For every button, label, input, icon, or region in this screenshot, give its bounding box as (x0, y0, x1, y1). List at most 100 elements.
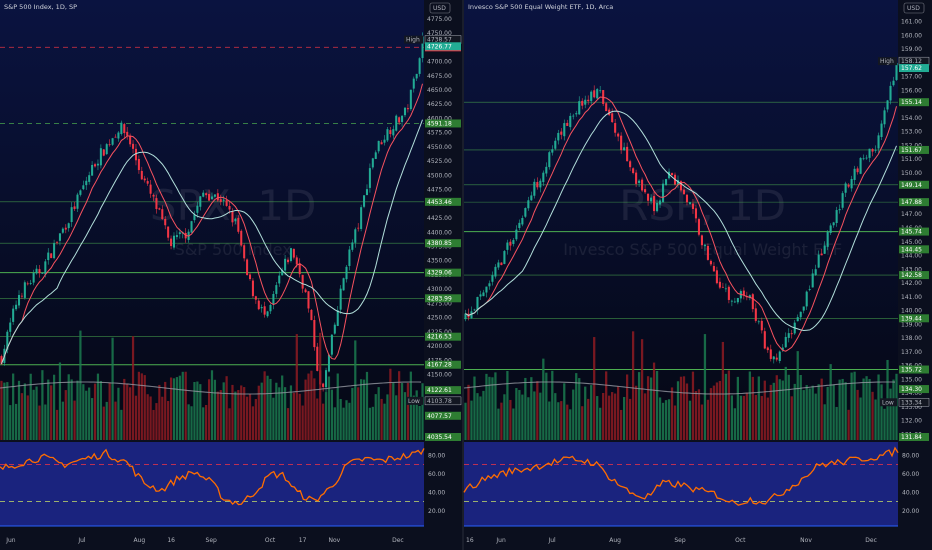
volume-bar (640, 339, 644, 440)
panel-rsp: Invesco S&P 500 Equal Weight ETF, 1D, Ar… (463, 0, 932, 550)
price-tick-label: 151.00 (901, 156, 922, 163)
price-level-label: 4591.18 (427, 120, 452, 127)
price-level-label: 151.67 (901, 147, 922, 154)
volume-bar (377, 387, 380, 440)
candle-body (847, 184, 850, 187)
volume-bar (569, 409, 572, 440)
volume-bar (754, 394, 757, 440)
candle-body (614, 123, 617, 133)
candle-body (401, 115, 404, 123)
candle-body (301, 274, 304, 289)
candle-body (105, 144, 108, 155)
ma-fast-line (1, 83, 423, 364)
volume-bar (99, 381, 102, 440)
candle-body (805, 291, 808, 307)
volume-bar (838, 379, 841, 440)
candle-body (560, 131, 563, 135)
volume-bar (841, 378, 844, 440)
time-tick-label: Nov (328, 537, 340, 544)
volume-ma-line (0, 381, 422, 395)
candle-body (518, 222, 521, 228)
volume-bar (47, 379, 50, 440)
volume-bar (602, 392, 605, 440)
candle-body (685, 194, 689, 203)
volume-bar (655, 370, 659, 440)
volume-bar (313, 378, 316, 440)
candle-body (712, 265, 715, 272)
time-tick-label: Aug (133, 537, 145, 544)
price-level-label: 135.72 (901, 367, 922, 374)
candle-body (199, 196, 202, 207)
volume-bar (146, 394, 149, 440)
candle-body (143, 178, 146, 181)
candle-body (611, 113, 614, 123)
candle-body (886, 100, 889, 110)
candle-body (20, 295, 23, 297)
time-tick-label: Sep (674, 537, 686, 544)
price-tick-label: 161.00 (901, 19, 922, 26)
volume-bar (409, 371, 412, 440)
candle-body (811, 273, 814, 288)
volume-bar (751, 376, 754, 440)
candle-body (82, 185, 85, 190)
volume-bar (202, 407, 205, 440)
candle-body (706, 245, 709, 260)
volume-bar (730, 395, 734, 440)
volume-bar (895, 373, 898, 440)
volume-bar (175, 377, 179, 440)
candle-body (292, 248, 295, 258)
time-tick-label: 17 (299, 537, 307, 544)
candle-body (629, 161, 632, 168)
price-tick-label: 142.00 (901, 280, 922, 287)
volume-bar (673, 405, 677, 440)
volume-ma-line (463, 381, 896, 395)
candle-body (563, 123, 566, 137)
candle-body (298, 263, 301, 275)
candle-body (421, 36, 424, 58)
volume-bar (832, 384, 835, 440)
candle-body (38, 269, 41, 274)
price-tick-label: 160.00 (901, 32, 922, 39)
candle-body (339, 288, 342, 310)
time-tick-label: Aug (609, 537, 621, 544)
price-level-tag (425, 239, 461, 248)
candle-body (325, 370, 328, 388)
volume-bar (374, 394, 377, 440)
candle-body (667, 171, 671, 179)
candle-body (304, 289, 307, 293)
candle-body (205, 193, 208, 196)
candle-body (155, 198, 158, 210)
volume-bar (339, 398, 342, 440)
candle-body (838, 209, 841, 211)
candle-body (724, 288, 727, 290)
candle-body (796, 317, 799, 322)
candle-body (35, 268, 38, 274)
volume-bar (322, 403, 325, 440)
price-tick-label: 156.00 (901, 87, 922, 94)
volume-bar (29, 373, 32, 440)
volume-bar (727, 370, 731, 440)
candle-body (23, 282, 26, 298)
watermark-name: Invesco S&P 500 Equal Weight ETF (563, 240, 842, 259)
candle-body (243, 245, 246, 259)
candle-body (497, 262, 500, 268)
volume-bar (772, 382, 775, 440)
candle-body (219, 199, 222, 202)
volume-bar (706, 399, 710, 440)
candle-body (237, 217, 240, 232)
currency-box (429, 2, 451, 14)
price-level-tag (899, 385, 929, 394)
volume-bar (263, 371, 266, 440)
volume-bar (102, 406, 105, 440)
candle-body (554, 140, 557, 149)
candle-body (120, 122, 123, 134)
price-tick-label: 4600.00 (427, 115, 452, 122)
candle-body (871, 149, 874, 152)
volume-bar (64, 390, 67, 440)
candle-body (284, 258, 287, 271)
price-level-label: 142.58 (901, 272, 922, 279)
volume-bar (518, 390, 521, 440)
candle-body (377, 140, 380, 152)
candle-body (231, 211, 234, 223)
